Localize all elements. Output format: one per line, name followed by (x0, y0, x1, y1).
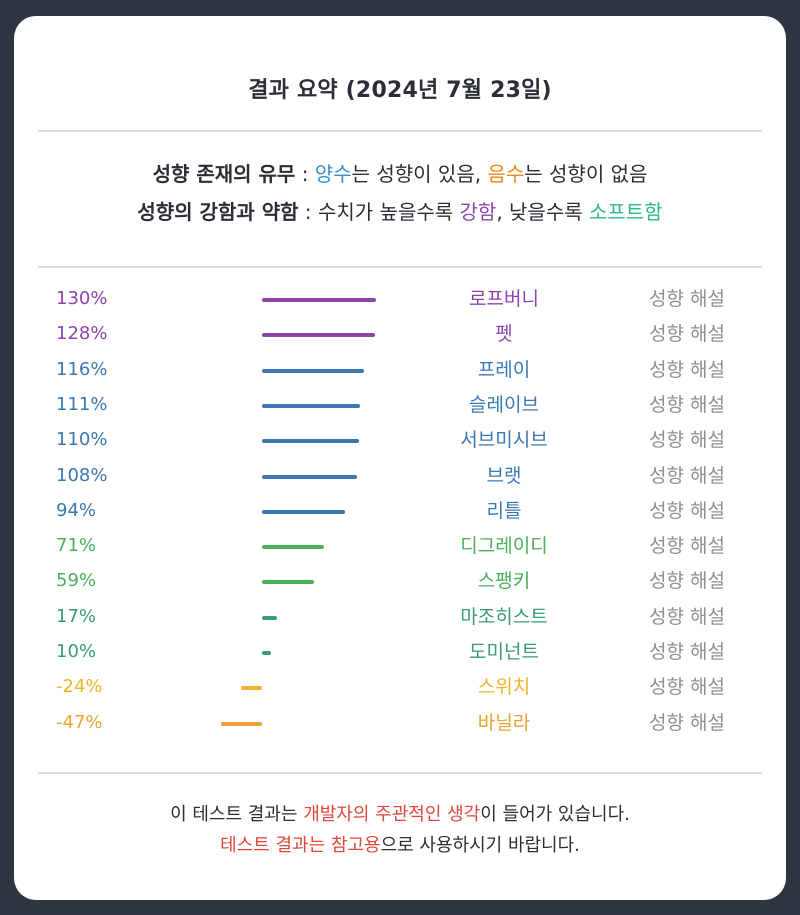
result-row: 10% 도미넌트 성향 해설 (14, 635, 786, 669)
legend-text-a: 수치가 높을수록 (317, 200, 460, 224)
result-row: 94% 리틀 성향 해설 (14, 494, 786, 528)
result-explanation-link[interactable]: 성향 해설 (649, 464, 725, 487)
result-percent: 71% (56, 535, 97, 557)
result-percent: 108% (56, 464, 108, 486)
result-name: 바닐라 (477, 711, 531, 734)
result-name: 디그레이디 (460, 535, 548, 558)
result-name: 서브미시브 (460, 429, 548, 452)
result-bar (262, 298, 377, 302)
legend-presence: 성향 존재의 유무 : 양수는 성향이 있음, 음수는 성향이 없음 (14, 159, 786, 189)
legend-strong-word: 강함 (459, 200, 497, 224)
result-row: 116% 프레이 성향 해설 (14, 353, 786, 387)
result-percent: 94% (56, 499, 97, 521)
result-bar (240, 686, 262, 691)
result-explanation-link[interactable]: 성향 해설 (649, 393, 725, 416)
result-name: 슬레이브 (469, 393, 539, 416)
result-row: 110% 서브미시브 성향 해설 (14, 423, 786, 457)
divider-middle (38, 266, 762, 268)
divider-bottom (38, 772, 762, 774)
result-row: 111% 슬레이브 성향 해설 (14, 388, 786, 422)
result-row: -47% 바닐라 성향 해설 (14, 706, 786, 740)
result-bar (262, 333, 375, 338)
result-percent: -24% (56, 676, 103, 698)
result-name: 스위치 (477, 676, 531, 699)
legend-presence-label: 성향 존재의 유무 (152, 162, 296, 186)
result-row: 71% 디그레이디 성향 해설 (14, 529, 786, 563)
result-bar (262, 368, 365, 373)
result-percent: 10% (56, 641, 97, 662)
result-row: 17% 마조히스트 성향 해설 (14, 600, 786, 634)
result-name: 도미넌트 (469, 641, 539, 663)
legend-negative-text: 는 성향이 없음 (524, 162, 648, 186)
result-percent: 110% (56, 429, 108, 451)
legend-sep: : (295, 162, 315, 186)
result-name: 마조히스트 (460, 605, 548, 628)
result-bar (262, 474, 358, 479)
result-row: 108% 브랫 성향 해설 (14, 459, 786, 493)
page-title: 결과 요약 (2024년 7월 23일) (248, 78, 552, 103)
divider-top (38, 130, 762, 132)
footer-highlight-1: 개발자의 주관적인 생각 (303, 804, 481, 825)
result-percent: 17% (56, 605, 97, 627)
result-percent: -47% (56, 711, 103, 733)
result-name: 펫 (495, 323, 513, 346)
legend-strength-label: 성향의 강함과 약함 (137, 200, 299, 224)
result-explanation-link[interactable]: 성향 해설 (649, 676, 725, 699)
legend-text-b: , 낮을수록 (496, 200, 589, 224)
result-explanation-link[interactable]: 성향 해설 (649, 429, 725, 452)
result-row: 59% 스팽키 성향 해설 (14, 564, 786, 598)
result-row: 130% 로프버니 성향 해설 (14, 282, 786, 316)
result-row: 128% 펫 성향 해설 (14, 317, 786, 351)
footer-text-a: 이 테스트 결과는 (170, 804, 304, 825)
result-percent: 130% (56, 288, 108, 309)
result-explanation-link[interactable]: 성향 해설 (649, 605, 725, 628)
result-percent: 116% (56, 358, 108, 380)
result-name: 리틀 (486, 499, 522, 522)
result-explanation-link[interactable]: 성향 해설 (649, 499, 725, 522)
result-explanation-link[interactable]: 성향 해설 (649, 288, 725, 310)
result-name: 프레이 (477, 358, 531, 381)
result-percent: 59% (56, 570, 97, 592)
footer-highlight-2: 테스트 결과는 참고용 (220, 835, 381, 856)
result-explanation-link[interactable]: 성향 해설 (649, 711, 725, 734)
result-bar (262, 580, 314, 585)
footer-text-b: 이 들어가 있습니다. (480, 804, 630, 825)
result-percent: 128% (56, 323, 108, 345)
result-bar (262, 545, 325, 550)
result-bar (262, 509, 345, 514)
result-explanation-link[interactable]: 성향 해설 (649, 641, 725, 663)
legend-negative-word: 음수 (487, 162, 525, 186)
result-explanation-link[interactable]: 성향 해설 (649, 535, 725, 558)
result-name: 로프버니 (469, 288, 539, 310)
result-row: -24% 스위치 성향 해설 (14, 670, 786, 704)
legend-strength: 성향의 강함과 약함 : 수치가 높을수록 강함, 낮을수록 소프트함 (14, 197, 786, 227)
result-bar (262, 651, 271, 655)
legend-sep: : (298, 200, 318, 224)
result-name: 브랫 (486, 464, 522, 487)
result-bar (262, 615, 277, 620)
legend-positive-word: 양수 (314, 162, 352, 186)
result-explanation-link[interactable]: 성향 해설 (649, 358, 725, 381)
result-percent: 111% (56, 393, 108, 415)
footer-line-2: 테스트 결과는 참고용으로 사용하시기 바랍니다. (14, 830, 786, 861)
result-bar (262, 439, 359, 444)
footer-text-c: 으로 사용하시기 바랍니다. (380, 835, 580, 856)
result-bar (262, 403, 360, 408)
legend-soft-word: 소프트함 (589, 200, 663, 224)
legend-positive-text: 는 성향이 있음, (351, 162, 488, 186)
result-explanation-link[interactable]: 성향 해설 (649, 570, 725, 593)
result-card: 결과 요약 (2024년 7월 23일) 성향 존재의 유무 : 양수는 성향이… (14, 16, 786, 900)
result-explanation-link[interactable]: 성향 해설 (649, 323, 725, 346)
result-bar (220, 721, 262, 726)
result-name: 스팽키 (477, 570, 531, 593)
footer-line-1: 이 테스트 결과는 개발자의 주관적인 생각이 들어가 있습니다. (14, 799, 786, 830)
